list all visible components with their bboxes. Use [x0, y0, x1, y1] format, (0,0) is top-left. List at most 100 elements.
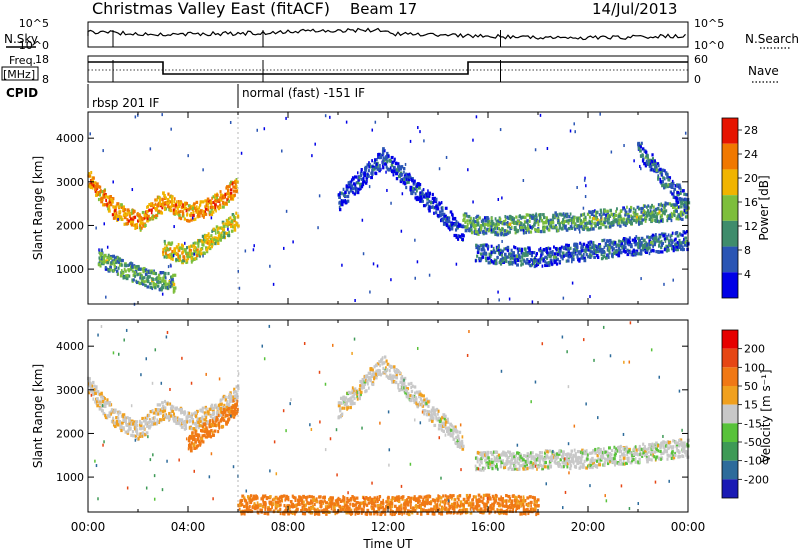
echo-cell — [463, 225, 467, 229]
echo-cell — [666, 172, 669, 177]
echo-cell — [533, 215, 536, 219]
echo-cell — [207, 422, 210, 426]
echo-cell — [193, 202, 196, 206]
echo-cell — [487, 493, 491, 497]
echo-cell — [501, 249, 505, 253]
echo-cell — [211, 420, 215, 424]
echo-cell — [390, 502, 394, 506]
echo-cell — [641, 218, 645, 222]
echo-cell — [227, 188, 230, 193]
echo-cell — [396, 167, 399, 172]
echo-cell — [558, 212, 562, 216]
echo-cell — [121, 217, 124, 221]
nsearch-label: N.Search — [745, 32, 799, 46]
echo-cell — [540, 253, 543, 257]
echo-cell — [194, 208, 198, 212]
echo-cell — [582, 220, 585, 224]
echo-cell — [419, 199, 422, 203]
echo-cell — [529, 500, 533, 505]
echo-cell — [649, 249, 653, 253]
echo-cell — [187, 411, 190, 415]
echo-cell — [674, 209, 677, 213]
echo-cell — [439, 210, 442, 214]
echo-cell — [180, 260, 184, 264]
echo-cell — [399, 167, 403, 171]
echo-cell — [466, 499, 468, 504]
echo-cell — [634, 208, 637, 212]
echo-cell — [206, 200, 209, 204]
echo-cell — [310, 511, 314, 515]
echo-cell — [263, 502, 266, 506]
echo-cell — [562, 221, 566, 225]
echo-cell — [392, 496, 396, 500]
echo-cell — [631, 238, 635, 242]
echo-cell — [475, 502, 479, 507]
echo-cell — [115, 260, 118, 265]
echo-cell — [655, 168, 658, 172]
echo-cell — [636, 212, 639, 217]
echo-cell — [655, 219, 658, 223]
echo-cell — [467, 215, 470, 219]
echo-cell — [446, 223, 449, 227]
echo-cell — [555, 256, 558, 260]
echo-cell — [647, 211, 651, 215]
echo-cell — [116, 423, 120, 427]
echo-cell — [165, 402, 168, 406]
echo-cell — [210, 207, 213, 211]
echo-cell — [675, 197, 679, 201]
echo-cell — [498, 511, 501, 516]
echo-cell — [166, 198, 170, 202]
echo-cell — [219, 226, 223, 230]
echo-cell — [211, 416, 215, 421]
echo-cell — [671, 231, 674, 235]
echo-cell — [646, 235, 649, 239]
echo-cell — [208, 432, 212, 436]
echo-cell — [100, 248, 103, 252]
echo-cell — [164, 196, 167, 200]
echo-cell — [370, 175, 373, 180]
echo-cell — [506, 504, 508, 509]
echo-cell — [587, 248, 591, 252]
echo-cell — [423, 495, 427, 499]
echo-cell — [385, 162, 388, 166]
echo-cell — [479, 252, 483, 256]
noise-cell — [269, 264, 271, 268]
echo-cell — [530, 254, 533, 258]
echo-cell — [536, 258, 538, 262]
echo-cell — [639, 249, 643, 253]
echo-cell — [190, 441, 193, 445]
echo-cell — [408, 498, 412, 502]
echo-cell — [218, 234, 222, 238]
echo-cell — [331, 496, 334, 500]
echo-cell — [157, 209, 161, 213]
colorbar-tick-label: 16 — [744, 196, 758, 209]
echo-cell — [516, 506, 519, 510]
echo-cell — [169, 402, 172, 406]
echo-cell — [325, 508, 329, 512]
echo-cell — [189, 443, 192, 448]
echo-cell — [450, 221, 453, 225]
echo-cell — [225, 405, 229, 410]
echo-cell — [478, 497, 480, 501]
noise-cell — [345, 120, 348, 124]
colorbar-swatch — [722, 272, 738, 298]
echo-cell — [196, 417, 199, 421]
echo-cell — [600, 257, 604, 261]
echo-cell — [517, 494, 520, 499]
echo-cell — [399, 179, 403, 184]
echo-cell — [192, 244, 196, 248]
echo-cell — [539, 213, 542, 217]
echo-cell — [373, 500, 376, 504]
echo-cell — [610, 245, 614, 249]
echo-cell — [391, 160, 394, 164]
echo-cell — [639, 252, 643, 256]
echo-cell — [592, 243, 595, 247]
echo-cell — [583, 212, 586, 216]
echo-cell — [650, 216, 653, 220]
echo-cell — [558, 222, 561, 226]
echo-cell — [584, 249, 587, 254]
echo-cell — [548, 263, 551, 267]
echo-cell — [499, 248, 502, 252]
echo-cell — [304, 503, 307, 507]
echo-cell — [422, 501, 426, 505]
